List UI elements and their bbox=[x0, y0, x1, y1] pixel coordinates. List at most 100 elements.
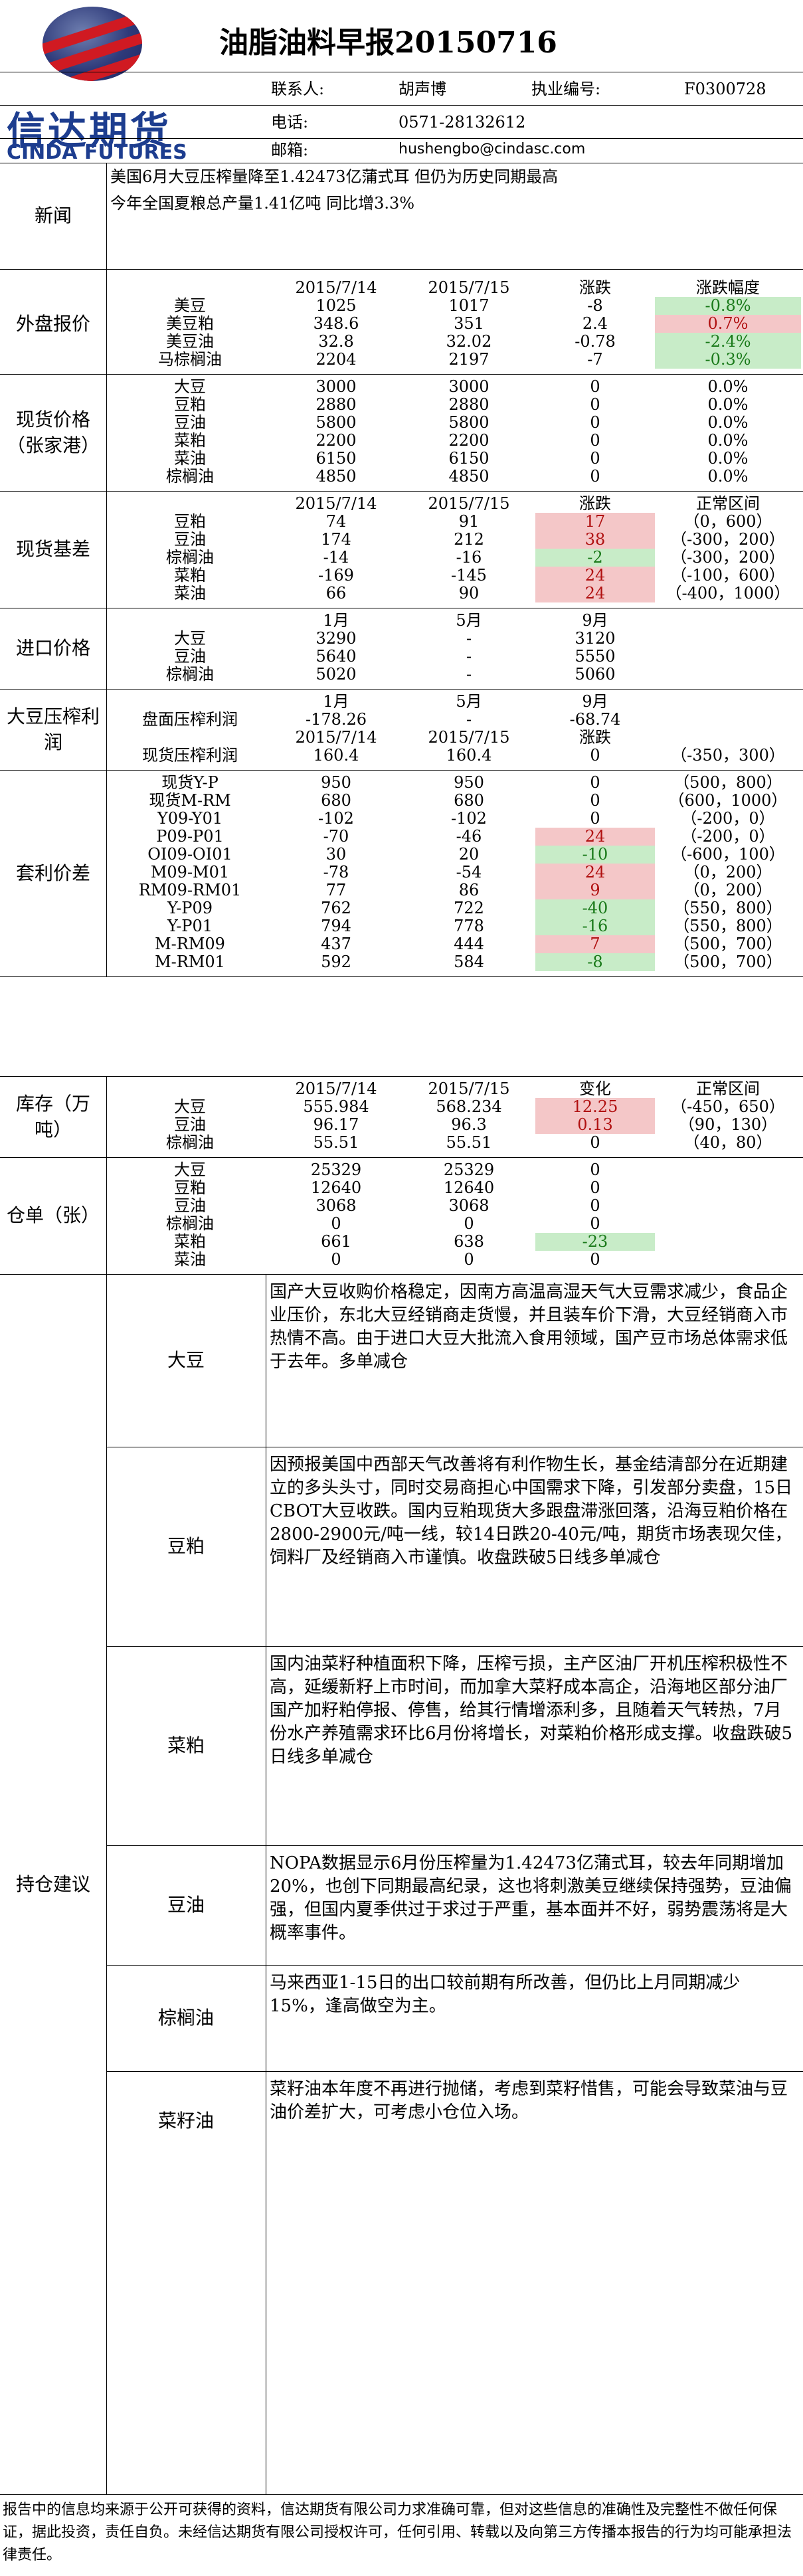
table-cell: 0 bbox=[590, 413, 600, 432]
table-cell: -78 bbox=[323, 863, 349, 881]
row-label: 现货压榨利润 bbox=[142, 746, 238, 765]
table-cell: 9 bbox=[535, 881, 655, 899]
table-cell: 91 bbox=[458, 512, 480, 531]
column-header: 9月 bbox=[582, 611, 608, 630]
row-label: OI09-OI01 bbox=[147, 845, 232, 864]
logo-en-text: CINDA FUTURES bbox=[7, 141, 187, 164]
row-label: 豆粕 bbox=[174, 395, 206, 414]
table-cell: 722 bbox=[454, 899, 484, 917]
table-cell: 0.0% bbox=[707, 431, 749, 450]
table-cell: 3068 bbox=[448, 1196, 490, 1215]
table-cell: 3120 bbox=[575, 629, 616, 648]
table-cell: 0 bbox=[590, 431, 600, 450]
row-label: 大豆 bbox=[174, 377, 206, 396]
email-link[interactable]: hushengbo@cindasc.com bbox=[399, 141, 586, 157]
table-cell: （0，600） bbox=[683, 512, 772, 531]
column-header: 涨跌 bbox=[579, 278, 611, 297]
table-cell: 444 bbox=[454, 935, 484, 953]
advice-item-name: 豆油 bbox=[167, 1894, 205, 1916]
advice-item-name: 棕榈油 bbox=[157, 2007, 214, 2029]
column-header: 2015/7/15 bbox=[428, 278, 510, 297]
table-cell: -68.74 bbox=[569, 710, 621, 729]
table-cell: - bbox=[466, 710, 472, 729]
column-header: 涨跌 bbox=[579, 728, 611, 747]
section-stock-label: 库存（万吨） bbox=[15, 1092, 90, 1141]
row-label: 美豆油 bbox=[166, 332, 214, 351]
table-cell: 25329 bbox=[310, 1160, 362, 1179]
table-cell: -40 bbox=[535, 899, 655, 917]
column-header: 2015/7/15 bbox=[428, 494, 510, 513]
table-cell: 0 bbox=[590, 449, 600, 468]
column-header: 涨跌幅度 bbox=[696, 278, 760, 297]
table-cell: 0 bbox=[590, 1160, 600, 1179]
table-cell: -8 bbox=[535, 953, 655, 971]
table-cell: 160.4 bbox=[313, 746, 359, 765]
section-advice-label: 持仓建议 bbox=[15, 1873, 90, 1895]
table-cell: -14 bbox=[323, 548, 349, 567]
table-cell: -10 bbox=[535, 846, 655, 864]
phone-number: 0571-28132612 bbox=[399, 113, 526, 132]
table-cell: 568.234 bbox=[436, 1097, 502, 1116]
table-cell: 3290 bbox=[315, 629, 357, 648]
advice-item-name: 菜粕 bbox=[167, 1734, 205, 1757]
row-label: 大豆 bbox=[174, 1160, 206, 1179]
news-label: 新闻 bbox=[34, 205, 72, 227]
table-cell: 2880 bbox=[448, 395, 490, 414]
row-label: 豆油 bbox=[174, 1115, 206, 1134]
table-cell: （40，80） bbox=[683, 1133, 772, 1152]
table-cell: 592 bbox=[321, 953, 351, 971]
table-cell: 0 bbox=[590, 1196, 600, 1215]
table-cell: （-300，200） bbox=[671, 530, 785, 549]
table-cell: - bbox=[466, 665, 472, 684]
table-cell: 0.0% bbox=[707, 395, 749, 414]
table-cell: 1017 bbox=[448, 296, 490, 315]
table-cell: （600，1000） bbox=[668, 791, 788, 810]
table-cell: 55.51 bbox=[313, 1133, 359, 1152]
row-label: 棕榈油 bbox=[166, 1133, 214, 1152]
table-cell: （-350，300） bbox=[671, 746, 785, 765]
table-cell: 0.0% bbox=[707, 449, 749, 468]
table-cell: 6150 bbox=[448, 449, 490, 468]
table-cell: 0 bbox=[590, 1214, 600, 1233]
table-cell: 0 bbox=[590, 467, 600, 486]
table-cell: （-200，0） bbox=[681, 827, 775, 846]
table-cell: 0 bbox=[464, 1214, 474, 1233]
table-cell: 2204 bbox=[315, 350, 357, 369]
table-cell: 0.13 bbox=[535, 1116, 655, 1134]
table-cell: -16 bbox=[535, 917, 655, 935]
table-cell: 25329 bbox=[443, 1160, 495, 1179]
table-cell: 38 bbox=[535, 531, 655, 549]
table-cell: 762 bbox=[321, 899, 351, 917]
license-number: F0300728 bbox=[684, 80, 766, 98]
table-cell: 584 bbox=[454, 953, 484, 971]
table-cell: 0 bbox=[590, 791, 600, 810]
table-cell: （-400，1000） bbox=[666, 584, 790, 602]
table-cell: （90，130） bbox=[678, 1115, 778, 1134]
table-cell: 950 bbox=[321, 773, 351, 792]
table-cell: -145 bbox=[451, 566, 487, 585]
row-label: Y-P09 bbox=[167, 899, 213, 917]
table-cell: 2880 bbox=[315, 395, 357, 414]
column-header: 2015/7/15 bbox=[428, 1079, 510, 1098]
news-line: 美国6月大豆压榨量降至1.42473亿蒲式耳 但仍为历史同期最高 bbox=[110, 167, 559, 186]
table-cell: 638 bbox=[454, 1232, 484, 1251]
table-cell: 24 bbox=[535, 567, 655, 585]
advice-item-text: 国产大豆收购价格稳定，因南方高温高湿天气大豆需求减少，食品企业压价，东北大豆经销… bbox=[270, 1282, 788, 1372]
table-cell: 680 bbox=[321, 791, 351, 810]
table-cell: 0 bbox=[464, 1250, 474, 1269]
row-label: 豆粕 bbox=[174, 1178, 206, 1197]
table-cell: 0 bbox=[590, 746, 600, 765]
table-cell: （500，700） bbox=[673, 935, 782, 953]
advice-item-text: NOPA数据显示6月份压榨量为1.42473亿蒲式耳，较去年同期增加20%，也创… bbox=[270, 1853, 792, 1943]
column-header: 2015/7/14 bbox=[295, 728, 377, 747]
table-cell: -16 bbox=[456, 548, 482, 567]
table-cell: 2200 bbox=[448, 431, 490, 450]
table-cell: 12640 bbox=[443, 1178, 495, 1197]
column-header: 1月 bbox=[323, 611, 349, 630]
row-label: 菜粕 bbox=[174, 431, 206, 450]
table-cell: （0，200） bbox=[683, 881, 772, 899]
section-foreign-label: 外盘报价 bbox=[15, 312, 90, 335]
table-cell: 0 bbox=[331, 1214, 341, 1233]
row-label: 棕榈油 bbox=[166, 467, 214, 486]
row-label: 豆油 bbox=[174, 413, 206, 432]
